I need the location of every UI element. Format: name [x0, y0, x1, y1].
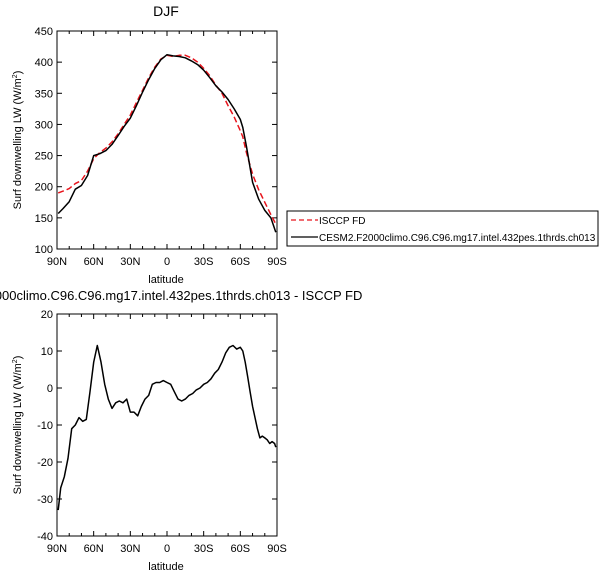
top-ytick-label: 400: [35, 57, 53, 69]
top-panel-xlabel: latitude: [148, 274, 183, 286]
bottom-xtick-label: 60N: [84, 543, 104, 555]
top-ytick-label: 300: [35, 119, 53, 131]
top-xtick-label: 30S: [194, 256, 214, 268]
bottom-panel-xlabel: latitude: [148, 561, 183, 573]
bottom-xtick-label: 0: [164, 543, 170, 555]
bottom-panel-ylabel: Surf downwelling LW (W/m2): [12, 356, 24, 495]
top-ytick-label: 150: [35, 213, 53, 225]
top-panel-ylabel: Surf downwelling LW (W/m2): [12, 71, 24, 210]
top-ytick-label: 200: [35, 182, 53, 194]
legend-label-isccp: ISCCP FD: [319, 216, 366, 227]
legend-box: [286, 210, 599, 247]
bottom-ytick-label: -20: [37, 457, 53, 469]
bottom-ytick-label: -40: [37, 531, 53, 543]
bottom-panel-difference: F2000climo.C96.C96.mg17.intel.432pes.1th…: [0, 288, 362, 573]
top-series-line-0: [57, 54, 277, 225]
bottom-xtick-label: 90N: [47, 543, 67, 555]
bottom-ytick-label: 0: [47, 383, 53, 395]
bottom-xtick-label: 90S: [267, 543, 287, 555]
bottom-xtick-label: 60S: [231, 543, 251, 555]
top-xtick-label: 60N: [84, 256, 104, 268]
bottom-xtick-label: 30N: [120, 543, 140, 555]
top-ytick-label: 450: [35, 26, 53, 38]
top-panel-ticks: 90N 60N 30N 0 30S 60S 90S 100 150 200 250 300 350 400…: [35, 26, 287, 268]
top-xtick-label: 0: [164, 256, 170, 268]
legend: ISCCP FD CESM2.F2000climo.C96.C96.mg17.i…: [286, 210, 599, 247]
top-panel-frame: [56, 30, 278, 250]
bottom-panel-ylabel-sup: 2: [12, 359, 19, 363]
top-panel-ylabel-end: ): [12, 71, 24, 75]
bottom-panel-title: F2000climo.C96.C96.mg17.intel.432pes.1th…: [0, 288, 362, 303]
bottom-panel-ticks: 90N 60N 30N 0 30S 60S 90S -40 -30 -20 -10 0 10 20: [37, 309, 287, 555]
top-ytick-label: 350: [35, 88, 53, 100]
top-panel-ylabel-main: Surf downwelling LW (W/m: [12, 78, 24, 209]
bottom-panel-series: [57, 344, 277, 511]
bottom-series-line-0: [57, 344, 277, 511]
top-xtick-label: 90S: [267, 256, 287, 268]
top-panel-djf: DJF 90N 60N 30N 0 30S 60S 90S 100 150 200 250 300 35…: [12, 3, 287, 286]
top-panel-title: DJF: [153, 3, 179, 19]
bottom-xtick-label: 30S: [194, 543, 214, 555]
bottom-panel-ylabel-end: ): [12, 356, 24, 360]
top-ytick-label: 250: [35, 151, 53, 163]
bottom-panel-frame: [56, 313, 278, 537]
bottom-ytick-label: -30: [37, 494, 53, 506]
top-xtick-label: 30N: [120, 256, 140, 268]
top-panel-ylabel-sup: 2: [12, 74, 19, 78]
top-panel-series: [57, 53, 277, 233]
legend-label-cesm2: CESM2.F2000climo.C96.C96.mg17.intel.432p…: [319, 233, 596, 244]
bottom-ytick-label: 20: [41, 309, 53, 321]
bottom-ytick-label: -10: [37, 420, 53, 432]
top-xtick-label: 90N: [47, 256, 67, 268]
bottom-ytick-label: 10: [41, 346, 53, 358]
top-series-line-1: [57, 53, 277, 233]
top-ytick-label: 100: [35, 244, 53, 256]
bottom-panel-ylabel-main: Surf downwelling LW (W/m: [12, 363, 24, 494]
top-xtick-label: 60S: [231, 256, 251, 268]
